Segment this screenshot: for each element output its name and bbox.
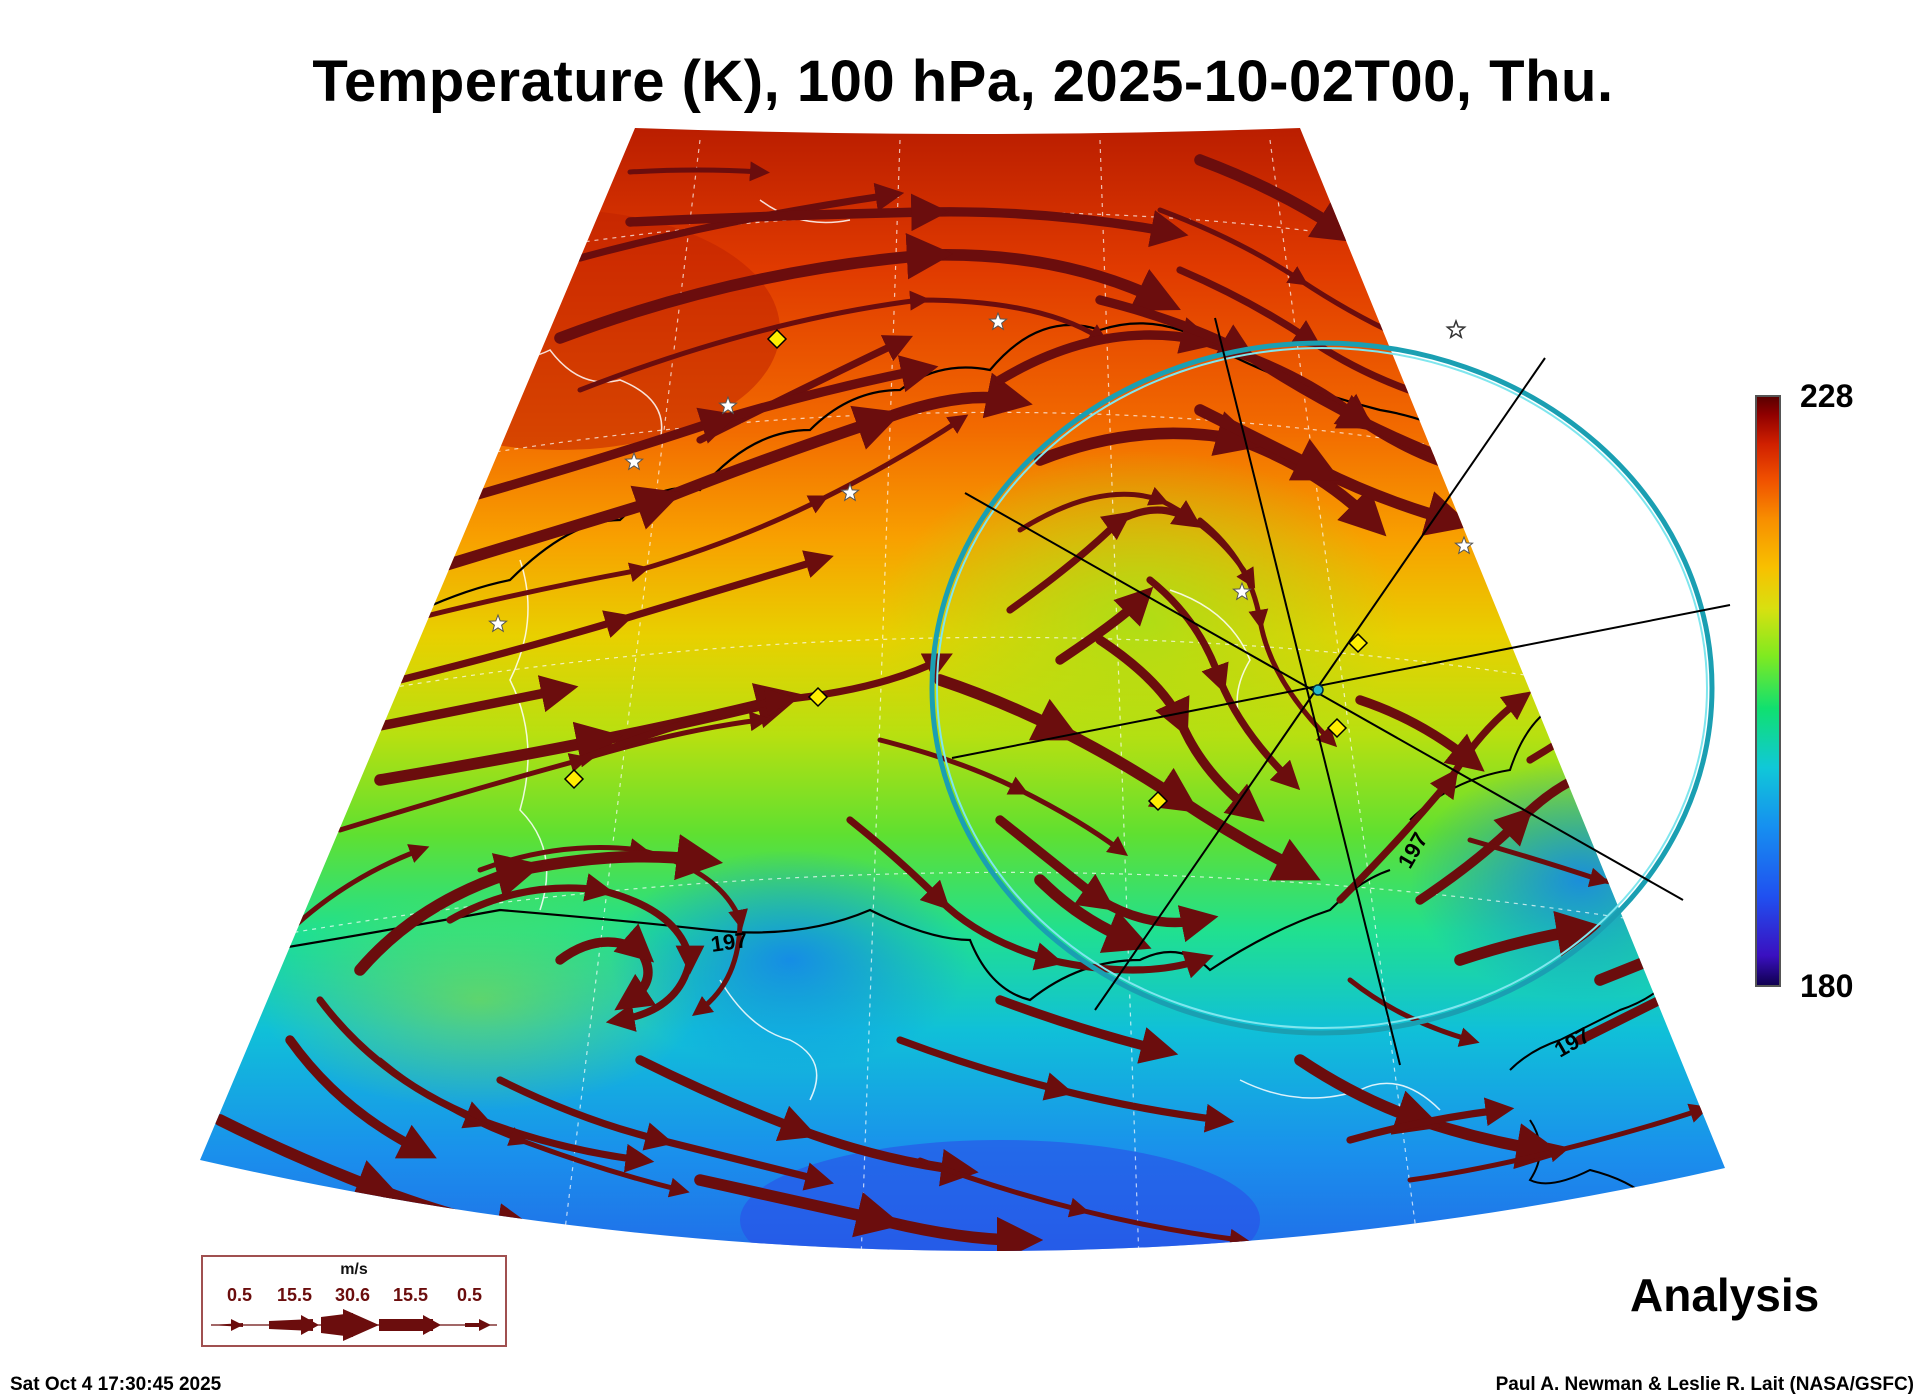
legend-value: 0.5: [457, 1285, 483, 1305]
streamline: [1006, 500, 1202, 614]
streamline: [877, 737, 1129, 856]
station-diamonds: [563, 328, 1369, 812]
streamline: [1347, 977, 1480, 1047]
cross-section-lines: [951, 317, 1731, 1066]
legend-value: 30.6: [335, 1285, 371, 1305]
streamline: [554, 233, 1181, 344]
streamline: [377, 1057, 690, 1198]
diamond-icon: [1347, 632, 1369, 654]
star-icon: [988, 311, 1008, 331]
arrow-icon: [423, 1315, 441, 1335]
streamline: [396, 550, 834, 684]
map-sector: [200, 128, 1725, 1252]
legend-unit: m/s: [340, 1261, 368, 1278]
star-icon: [1232, 581, 1252, 601]
wind-speed-legend: m/s 0.5 15.5 30.6 15.5 0.5: [201, 1255, 507, 1347]
center-marker: [1312, 684, 1324, 696]
streamline: [995, 815, 1219, 943]
streamline: [635, 1055, 979, 1187]
streamline: [694, 1174, 1044, 1252]
star-icon: [718, 395, 738, 415]
analysis-label: Analysis: [1630, 1269, 1820, 1321]
streamline: [1454, 910, 1603, 966]
streamline: [1407, 1103, 1710, 1183]
star-icon: [1454, 535, 1474, 555]
colorbar-min-label: 180: [1800, 968, 1854, 1004]
timestamp: Sat Oct 4 17:30:45 2025: [10, 1374, 222, 1395]
star-icon: [624, 451, 644, 471]
page-title: Temperature (K), 100 hPa, 2025-10-02T00,…: [312, 49, 1614, 114]
station-stars: [488, 311, 1474, 633]
streamline: [917, 1157, 1250, 1249]
streamline: [627, 161, 770, 182]
streamline: [1336, 691, 1532, 904]
streamline: [934, 674, 1321, 881]
colorbar: [1755, 395, 1781, 987]
streamline: [285, 1035, 437, 1159]
colorbar-max-label: 228: [1800, 378, 1854, 414]
arrow-icon: [479, 1319, 491, 1331]
legend-value: 0.5: [227, 1285, 253, 1305]
diamond-icon: [1147, 790, 1169, 812]
legend-value: 15.5: [393, 1285, 429, 1305]
arrow-icon: [301, 1315, 319, 1335]
streamline: [496, 1076, 834, 1191]
streamline: [846, 816, 1214, 979]
streamline: [625, 193, 1189, 248]
diamond-icon: [563, 768, 585, 790]
streamline: [1346, 1097, 1515, 1144]
streamline: [1194, 404, 1473, 536]
streamline: [1355, 695, 1485, 772]
streamline: [1055, 586, 1154, 665]
vortex-ring-inner: [936, 347, 1708, 1029]
diamond-icon: [1326, 717, 1348, 739]
streamline: [576, 182, 905, 262]
streamline: [1554, 674, 1661, 731]
star-icon: [1445, 318, 1467, 340]
star-icon: [488, 613, 508, 633]
star-icon: [840, 482, 860, 502]
streamline: [407, 414, 969, 623]
legend-value: 15.5: [277, 1285, 313, 1305]
streamline: [896, 1036, 1235, 1133]
legend-arrow-scale: [211, 1309, 497, 1341]
arrow-icon: [231, 1319, 243, 1331]
streamline: [1034, 874, 1152, 953]
streamline: [555, 923, 657, 1011]
vortex-ring-outer: [929, 340, 1715, 1036]
diamond-icon: [807, 686, 829, 708]
streamline: [995, 995, 1179, 1064]
streamline: [354, 834, 724, 976]
arrow-icon: [343, 1309, 379, 1341]
streamline: [355, 675, 579, 735]
contour-label: 197: [709, 927, 749, 957]
streamline: [577, 290, 1109, 393]
streamline: [576, 653, 953, 764]
credit: Paul A. Newman & Leslie R. Lait (NASA/GS…: [1495, 1374, 1914, 1395]
diamond-icon: [766, 328, 788, 350]
